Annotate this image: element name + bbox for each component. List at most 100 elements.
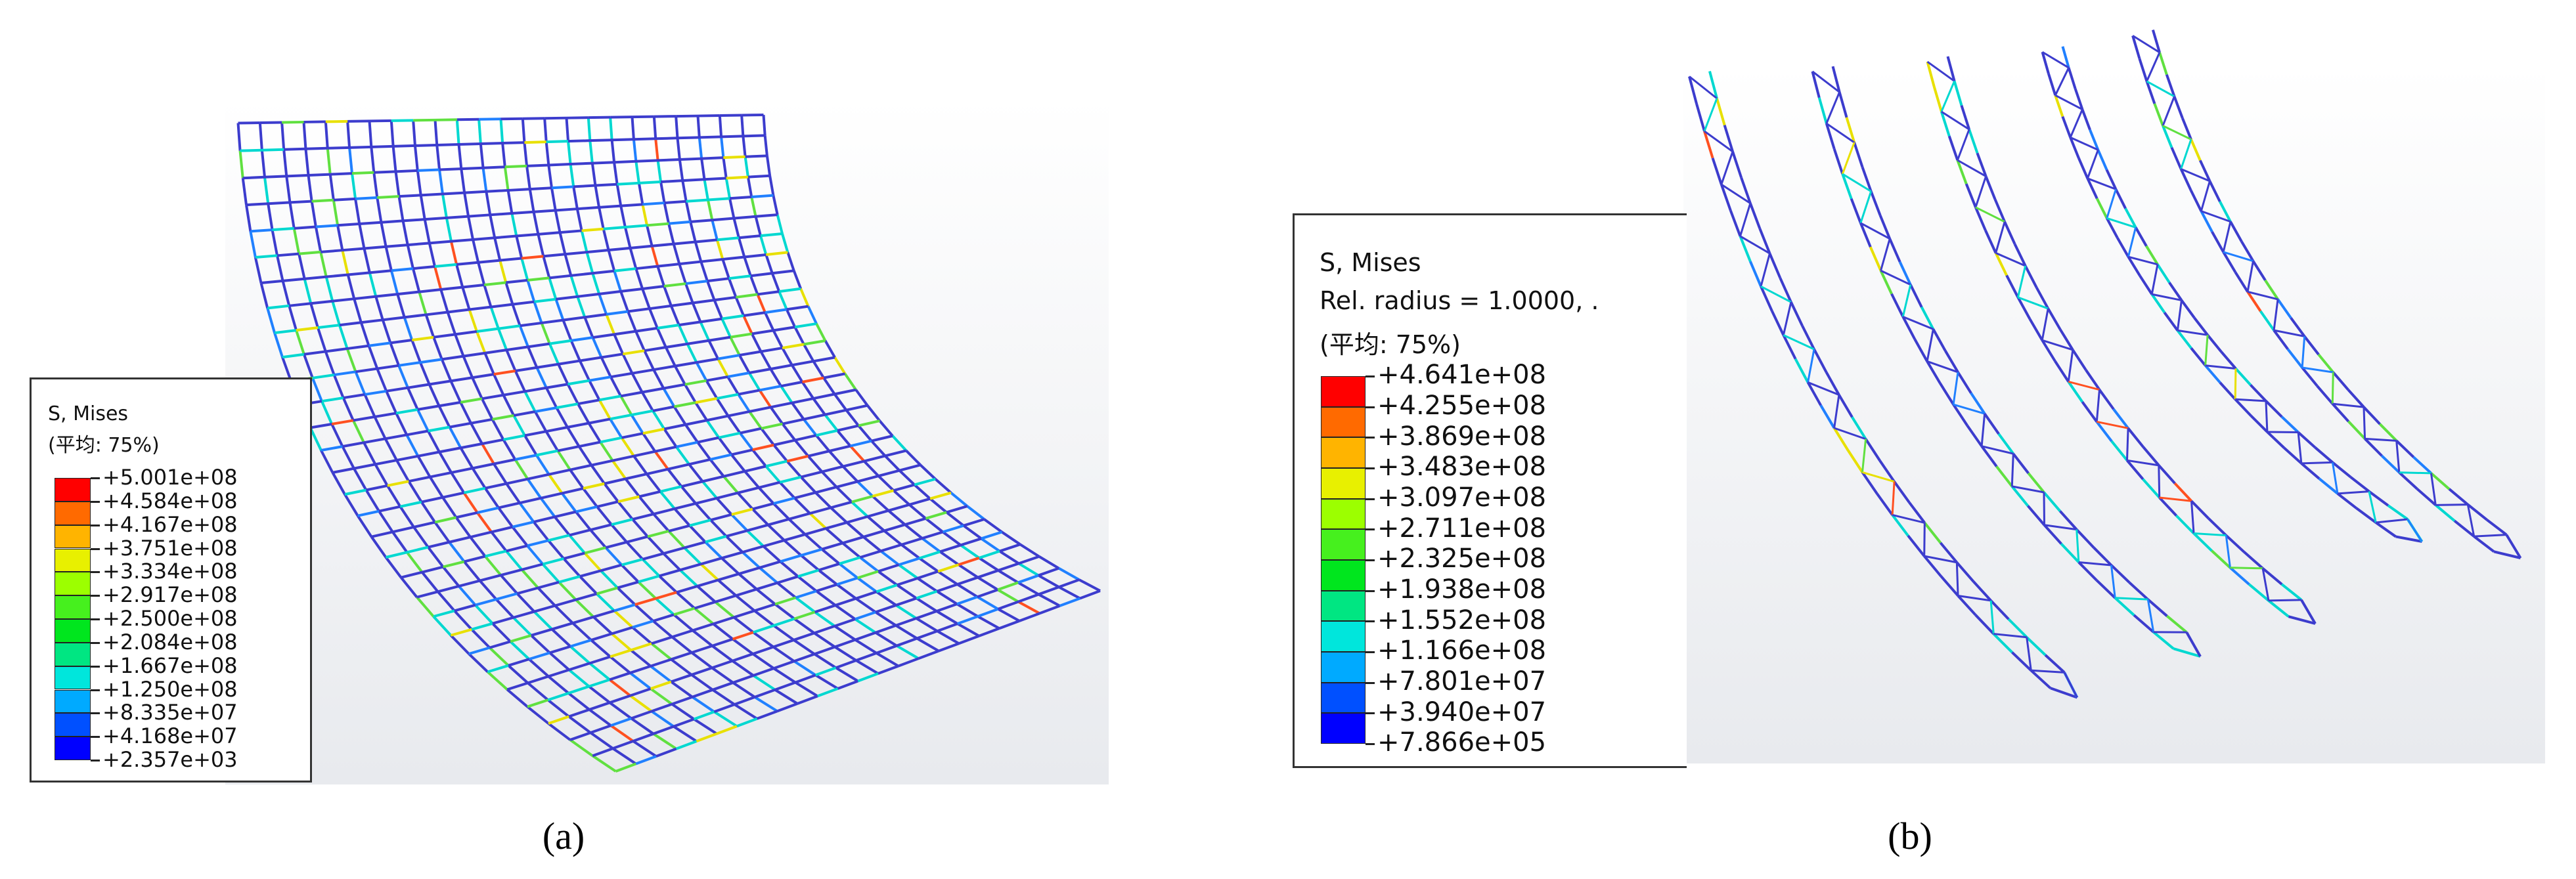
mesh-element: [547, 692, 569, 702]
mesh-element: [2434, 504, 2456, 522]
mesh-element: [416, 596, 435, 618]
mesh-element: [584, 546, 606, 555]
mesh-element: [374, 296, 384, 320]
mesh-element: [250, 228, 273, 233]
legend-label: +1.938e+08: [1377, 574, 1547, 605]
mesh-element: [556, 295, 578, 301]
mesh-element: [772, 444, 788, 462]
mesh-element: [746, 177, 753, 198]
mesh-element: [333, 197, 356, 202]
viewport-a: [225, 98, 1109, 784]
mesh-element: [671, 695, 693, 706]
mesh-element: [579, 569, 602, 578]
mesh-element: [596, 505, 613, 526]
mesh-element: [518, 502, 535, 523]
mesh-element: [772, 269, 794, 275]
mesh-element: [899, 469, 916, 486]
mesh-element: [2219, 381, 2236, 400]
mesh-element: [937, 622, 958, 633]
mesh-element: [2017, 296, 2049, 310]
mesh-element: [499, 119, 504, 144]
mesh-element: [636, 159, 658, 163]
legend-label: +3.869e+08: [1377, 421, 1547, 452]
mesh-element: [547, 698, 570, 718]
mesh-element: [533, 604, 556, 613]
mesh-element: [772, 330, 784, 349]
color-swatch: [1321, 652, 1366, 683]
mesh-element: [492, 414, 514, 421]
mesh-element: [642, 427, 665, 435]
mesh-element: [503, 167, 510, 191]
legend-label: +3.940e+07: [1377, 697, 1547, 727]
mesh-element: [730, 513, 749, 532]
mesh-element: [317, 327, 327, 353]
mesh-element: [1038, 567, 1059, 577]
mesh-element: [459, 401, 472, 424]
mesh-element: [2165, 74, 2176, 97]
mesh-element: [2205, 364, 2236, 370]
mesh-element: [712, 622, 734, 641]
mesh-element: [635, 326, 658, 333]
mesh-element: [667, 530, 686, 549]
mesh-element: [292, 228, 301, 254]
mesh-element: [754, 696, 778, 713]
mesh-element: [651, 702, 673, 713]
mesh-element: [643, 350, 655, 371]
mesh-element: [524, 430, 546, 437]
mesh-element: [697, 578, 719, 588]
mesh-element: [795, 590, 817, 599]
mesh-element: [694, 607, 715, 625]
mesh-element: [302, 121, 307, 149]
legend-label: +7.866e+05: [1377, 727, 1547, 758]
mesh-element: [1825, 122, 1855, 144]
mesh-element: [2016, 265, 2027, 298]
mesh-element: [904, 517, 927, 526]
mesh-element: [549, 645, 571, 654]
mesh-element: [1926, 61, 1936, 87]
mesh-element: [581, 227, 604, 232]
mesh-element: [733, 609, 755, 619]
mesh-element: [650, 642, 673, 661]
mesh-element: [937, 563, 960, 573]
mesh-element: [594, 185, 601, 208]
mesh-element: [895, 597, 917, 607]
mesh-element: [2261, 567, 2283, 586]
mesh-element: [2192, 532, 2213, 552]
mesh-element: [1842, 173, 1872, 192]
mesh-element: [374, 412, 397, 418]
mesh-element: [997, 581, 1019, 591]
mesh-element: [709, 453, 732, 461]
mesh-element: [2105, 169, 2118, 190]
mesh-element: [463, 486, 486, 494]
mesh-element: [2043, 491, 2061, 512]
mesh-element: [659, 485, 682, 493]
mesh-element: [1760, 286, 1773, 312]
mesh-element: [896, 644, 920, 660]
mesh-element: [723, 155, 745, 160]
mesh-element: [732, 218, 740, 238]
mesh-element: [493, 237, 502, 261]
mesh-element: [757, 290, 780, 296]
mesh-element: [588, 418, 611, 425]
legend-label: +4.168e+07: [102, 723, 238, 749]
mesh-element: [695, 238, 718, 244]
mesh-element: [267, 304, 290, 310]
mesh-element: [508, 188, 530, 192]
mesh-element: [842, 536, 864, 545]
mesh-element: [767, 517, 789, 526]
mesh-element: [694, 502, 712, 521]
mesh-element: [663, 202, 671, 225]
mesh-element: [267, 203, 274, 230]
mesh-element: [573, 184, 596, 188]
mesh-element: [966, 505, 985, 521]
mesh-element: [722, 157, 728, 179]
mesh-element: [1703, 131, 1714, 159]
mesh-element: [782, 343, 805, 350]
mesh-element: [2041, 308, 2049, 341]
mesh-element: [307, 175, 313, 202]
mesh-element: [1878, 215, 1892, 240]
mesh-element: [2229, 567, 2250, 586]
mesh-element: [288, 305, 298, 331]
mesh-element: [673, 607, 696, 616]
